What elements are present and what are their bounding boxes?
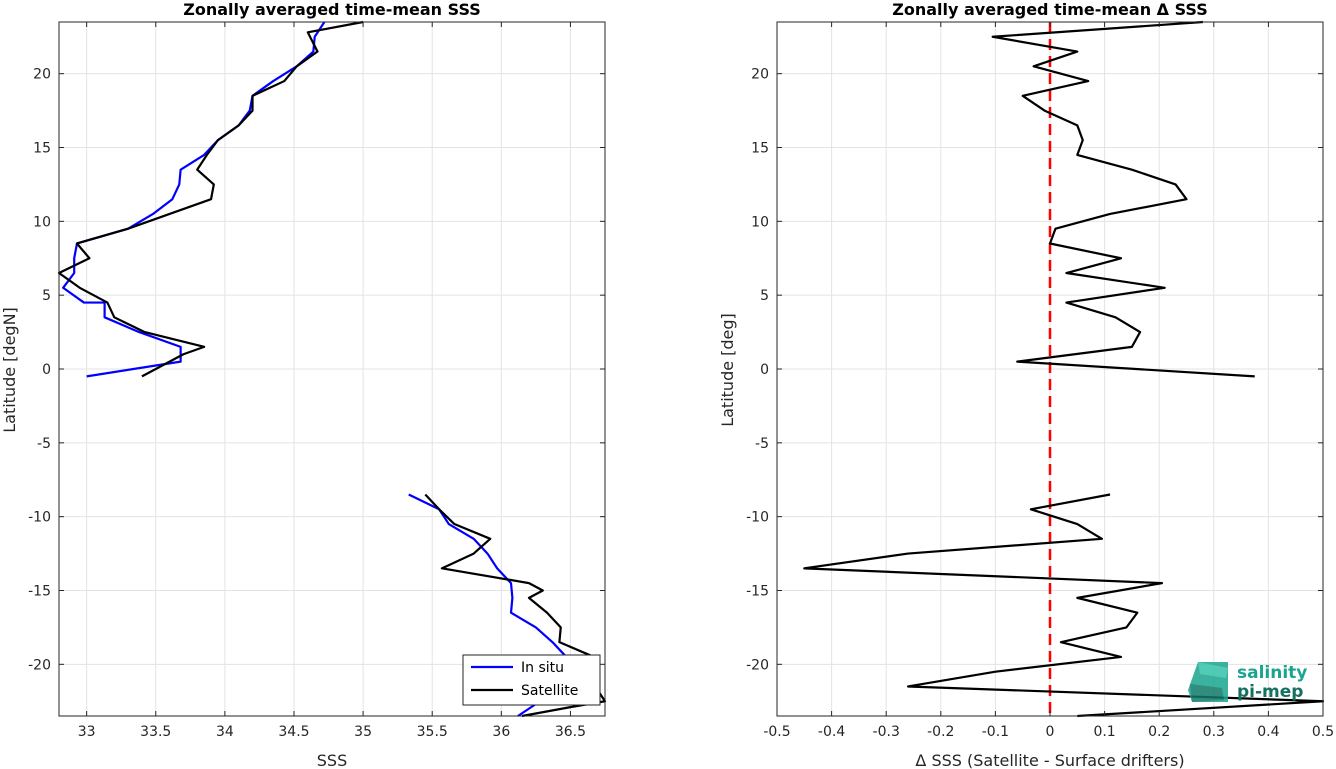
left-y-tick-label: 0 (42, 362, 51, 378)
right-series-line-delta-sss (803, 493, 1325, 718)
left-x-tick-label: 33.5 (140, 724, 171, 740)
right-x-tick-label: -0.3 (873, 724, 900, 740)
right-y-tick-label: 15 (751, 141, 769, 157)
left-x-axis-label: SSS (317, 751, 347, 769)
left-x-tick-label: 36 (492, 724, 510, 740)
left-y-tick-label: -10 (28, 510, 51, 526)
logo-text-line2: pi-mep (1237, 682, 1303, 702)
right-y-tick-label: -10 (746, 510, 769, 526)
left-panel-sss-profile: 33 33.5 34 34.5 35 35.5 36 36.5 -20 -15 -10 -5 0 5 10 1… (28, 20, 607, 740)
salinity-pi-mep-logo: salinity pi-mep (1188, 662, 1307, 702)
right-y-tick-label: -15 (746, 583, 769, 599)
right-y-tick-label: 10 (751, 214, 769, 230)
legend: In situ Satellite (462, 654, 601, 706)
right-chart-title: Zonally averaged time-mean Δ SSS (892, 0, 1208, 19)
right-series-line-delta-sss (991, 20, 1255, 378)
left-chart-title: Zonally averaged time-mean SSS (183, 0, 481, 19)
left-y-tick-label: -15 (28, 583, 51, 599)
right-y-tick-label: 20 (751, 67, 769, 83)
left-x-tick-label: 36.5 (555, 724, 586, 740)
legend-label-satellite: Satellite (521, 683, 578, 699)
right-x-tick-label: -0.2 (927, 724, 954, 740)
left-y-tick-label: -20 (28, 657, 51, 673)
left-y-axis-label: Latitude [degN] (0, 307, 19, 433)
logo-wave-icon (1188, 662, 1228, 702)
right-y-tick-label: -20 (746, 657, 769, 673)
right-x-tick-label: 0.4 (1257, 724, 1279, 740)
right-x-axis-label: Δ SSS (Satellite - Surface drifters) (915, 751, 1184, 769)
logo-text-line1: salinity (1237, 663, 1307, 683)
legend-label-in-situ: In situ (521, 660, 564, 676)
left-y-tick-label: 10 (33, 214, 51, 230)
left-series-line-satellite (57, 20, 364, 378)
right-y-tick-label: 5 (760, 288, 769, 304)
right-x-tick-label: 0.3 (1203, 724, 1225, 740)
left-x-tick-label: 35 (354, 724, 372, 740)
left-y-tick-label: -5 (37, 436, 51, 452)
right-x-tick-label: 0 (1046, 724, 1055, 740)
right-x-tick-label: 0.5 (1312, 724, 1334, 740)
left-y-tick-label: 15 (33, 141, 51, 157)
right-x-tick-label: -0.4 (818, 724, 845, 740)
left-x-tick-label: 35.5 (417, 724, 448, 740)
legend-box (462, 654, 601, 706)
right-panel-delta-sss-profile: -0.5 -0.4 -0.3 -0.2 -0.1 0 0.1 0.2 0.3 0.4 0.5 -20 -… (746, 20, 1334, 740)
left-x-tick-label: 34 (216, 724, 234, 740)
left-x-tick-label: 33 (78, 724, 96, 740)
left-y-tick-label: 20 (33, 67, 51, 83)
right-y-axis-label: Latitude [deg] (718, 313, 737, 427)
left-y-tick-label: 5 (42, 288, 51, 304)
right-y-tick-label: -5 (755, 436, 769, 452)
left-series-line-in-situ (62, 21, 326, 378)
right-x-tick-label: -0.5 (763, 724, 790, 740)
left-x-tick-label: 34.5 (278, 724, 309, 740)
right-x-tick-label: 0.2 (1148, 724, 1170, 740)
right-x-tick-label: -0.1 (982, 724, 1009, 740)
right-y-tick-label: 0 (760, 362, 769, 378)
right-x-tick-label: 0.1 (1093, 724, 1115, 740)
